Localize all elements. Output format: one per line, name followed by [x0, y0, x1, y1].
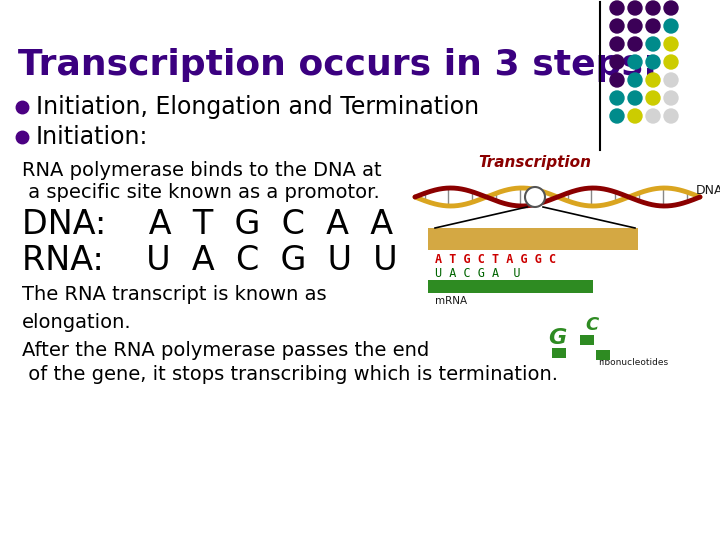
- Circle shape: [664, 19, 678, 33]
- Text: Transcription: Transcription: [478, 156, 591, 171]
- Circle shape: [646, 1, 660, 15]
- Circle shape: [610, 37, 624, 51]
- Text: DNA:    A  T  G  C  A  A: DNA: A T G C A A: [22, 208, 393, 241]
- Circle shape: [646, 55, 660, 69]
- Circle shape: [628, 37, 642, 51]
- Text: Transcription occurs in 3 steps:: Transcription occurs in 3 steps:: [18, 48, 657, 82]
- Text: elongation.: elongation.: [22, 313, 132, 332]
- Text: A T G C T A G G C: A T G C T A G G C: [435, 253, 556, 266]
- Text: RNA polymerase binds to the DNA at: RNA polymerase binds to the DNA at: [22, 160, 382, 179]
- Text: C: C: [585, 316, 598, 334]
- Circle shape: [628, 91, 642, 105]
- Text: The RNA transcript is known as: The RNA transcript is known as: [22, 286, 327, 305]
- Circle shape: [525, 187, 545, 207]
- Circle shape: [664, 55, 678, 69]
- FancyBboxPatch shape: [580, 335, 594, 345]
- Text: of the gene, it stops transcribing which is termination.: of the gene, it stops transcribing which…: [22, 366, 558, 384]
- Circle shape: [628, 73, 642, 87]
- Circle shape: [628, 109, 642, 123]
- Text: a specific site known as a promotor.: a specific site known as a promotor.: [22, 184, 379, 202]
- Circle shape: [628, 55, 642, 69]
- Circle shape: [664, 91, 678, 105]
- FancyBboxPatch shape: [552, 348, 566, 358]
- Circle shape: [646, 19, 660, 33]
- Text: Initiation:: Initiation:: [36, 125, 148, 149]
- Text: G: G: [548, 328, 566, 348]
- Text: DNA: DNA: [696, 184, 720, 197]
- Circle shape: [628, 19, 642, 33]
- Circle shape: [664, 37, 678, 51]
- Text: After the RNA polymerase passes the end: After the RNA polymerase passes the end: [22, 341, 429, 360]
- Circle shape: [610, 19, 624, 33]
- Text: ribonucleotides: ribonucleotides: [598, 358, 668, 367]
- FancyBboxPatch shape: [596, 350, 610, 360]
- Circle shape: [664, 73, 678, 87]
- Circle shape: [610, 109, 624, 123]
- Text: U A C G A  U: U A C G A U: [435, 267, 521, 280]
- Circle shape: [610, 55, 624, 69]
- Circle shape: [646, 109, 660, 123]
- Text: RNA:    U  A  C  G  U  U: RNA: U A C G U U: [22, 244, 397, 276]
- Text: mRNA: mRNA: [435, 296, 467, 306]
- Circle shape: [664, 109, 678, 123]
- FancyBboxPatch shape: [428, 280, 593, 293]
- Circle shape: [664, 1, 678, 15]
- Circle shape: [646, 37, 660, 51]
- Circle shape: [628, 1, 642, 15]
- Text: Initiation, Elongation and Termination: Initiation, Elongation and Termination: [36, 95, 479, 119]
- Circle shape: [646, 91, 660, 105]
- FancyBboxPatch shape: [428, 228, 638, 250]
- Circle shape: [610, 73, 624, 87]
- Circle shape: [610, 1, 624, 15]
- Circle shape: [610, 91, 624, 105]
- Circle shape: [646, 73, 660, 87]
